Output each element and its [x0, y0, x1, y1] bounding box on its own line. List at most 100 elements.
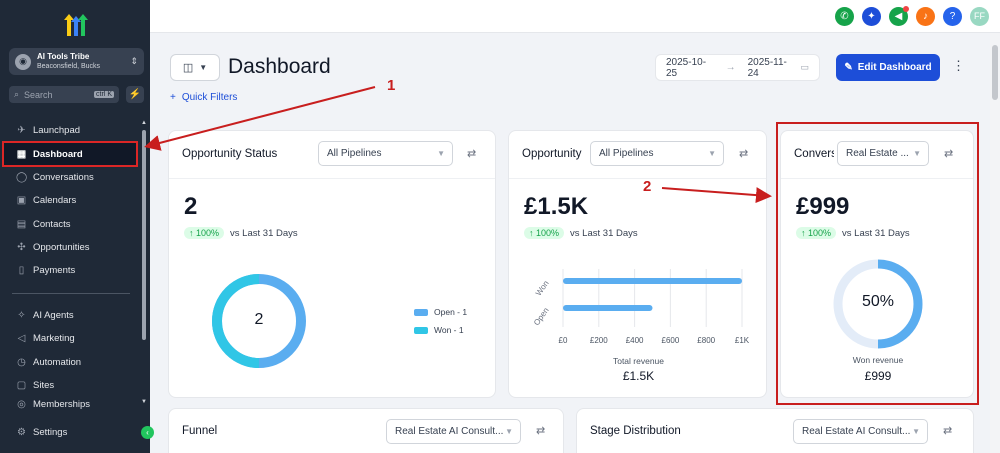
- edit-dashboard-button[interactable]: ✎ Edit Dashboard: [836, 54, 940, 81]
- account-name: AI Tools Tribe: [37, 51, 90, 61]
- phone-icon[interactable]: ✆: [835, 7, 854, 26]
- pencil-icon: ✎: [844, 62, 853, 73]
- x-tick-label: £400: [626, 336, 644, 345]
- legend-label: Open - 1: [434, 307, 468, 317]
- pipeline-select[interactable]: Real Estate ... ▼: [837, 141, 929, 166]
- donut-center-value: 2: [254, 311, 264, 328]
- annotation-number-2: 2: [643, 178, 652, 195]
- filter-icon[interactable]: ⇄: [536, 425, 546, 437]
- sidebar-item-ai-agents[interactable]: ✧ AI Agents: [0, 304, 140, 326]
- notification-dot: [903, 6, 909, 12]
- magic-wand-icon[interactable]: ✦: [862, 7, 881, 26]
- help-icon[interactable]: ?: [943, 7, 962, 26]
- delta-badge: ↑ 100%: [184, 227, 225, 239]
- more-options-icon[interactable]: ⋮: [952, 58, 965, 73]
- filter-icon[interactable]: ⇄: [944, 148, 954, 160]
- sidebar-item-calendars[interactable]: ▣ Calendars: [0, 189, 140, 211]
- date-end[interactable]: 2025-11-24: [747, 56, 787, 79]
- sidebar-item-label: Conversations: [33, 171, 94, 183]
- sidebar-scroll-down-icon[interactable]: ▼: [141, 399, 147, 405]
- conversion-card: Conversion Real Estate ... ▼ ⇄ £999 ↑ 100…: [780, 130, 974, 398]
- sidebar-item-dashboard[interactable]: ▦ Dashboard: [2, 141, 138, 167]
- select-value: All Pipelines: [599, 148, 654, 159]
- total-revenue-label: Total revenue: [612, 356, 665, 366]
- pipeline-select[interactable]: Real Estate AI Consult... ▼: [386, 419, 521, 444]
- sidebar-item-label: Calendars: [33, 194, 77, 206]
- sidebar: ◉ AI Tools Tribe Beaconsfield, Bucks ⇕ ⌕…: [0, 0, 154, 453]
- chevron-down-icon: ▼: [912, 427, 920, 436]
- pipeline-select[interactable]: All Pipelines ▼: [590, 141, 724, 166]
- layout-toggle-button[interactable]: ◫ ▼: [170, 54, 220, 81]
- card-header: [781, 131, 973, 179]
- x-tick-label: £1K: [735, 336, 750, 345]
- won-revenue-label: Won revenue: [852, 355, 904, 365]
- y-category-label: Won: [534, 279, 551, 298]
- delta-compare: vs Last 31 Days: [230, 227, 298, 239]
- metric-value: £999: [796, 193, 850, 220]
- date-range-picker[interactable]: 2025-10-25 → 2025-11-24 ▭: [655, 54, 820, 81]
- sidebar-item-memberships[interactable]: ◎ Memberships: [0, 399, 140, 409]
- sidebar-item-automation[interactable]: ◷ Automation: [0, 351, 140, 373]
- date-start[interactable]: 2025-10-25: [666, 56, 707, 79]
- search-input[interactable]: ⌕ Search ctrl K: [9, 86, 119, 103]
- user-avatar[interactable]: FF: [970, 7, 989, 26]
- gauge-fill[interactable]: [877, 259, 923, 349]
- sidebar-scrollbar[interactable]: [142, 130, 146, 340]
- card-title: Opportunity: [522, 148, 582, 160]
- total-revenue-value: £1.5K: [622, 369, 655, 383]
- stage-distribution-card: Stage Distribution Real Estate AI Consul…: [576, 408, 974, 453]
- bell-icon[interactable]: ♪: [916, 7, 935, 26]
- pipeline-select[interactable]: All Pipelines ▼: [318, 141, 453, 166]
- plus-icon: +: [170, 92, 176, 103]
- opportunity-card: Opportunity All Pipelines ▼ ⇄ £1.5K ↑ 100…: [508, 130, 767, 398]
- sidebar-scroll-up-icon[interactable]: ▲: [141, 120, 147, 126]
- sidebar-item-launchpad[interactable]: ✈ Launchpad: [0, 119, 140, 141]
- sidebar-item-label: Contacts: [33, 218, 71, 230]
- sidebar-item-contacts[interactable]: ▤ Contacts: [0, 213, 140, 235]
- won-revenue-value: £999: [864, 369, 892, 383]
- delta-compare: vs Last 31 Days: [570, 227, 638, 239]
- card-title: Opportunity Status: [182, 148, 278, 160]
- legend-item-won[interactable]: Won - 1: [414, 325, 464, 335]
- status-donut-chart: [212, 274, 306, 368]
- legend-item-open[interactable]: Open - 1: [414, 307, 467, 317]
- megaphone-icon: ◁: [17, 332, 26, 344]
- opportunity-status-card: Opportunity Status All Pipelines ▼ ⇄ 2 ↑ …: [168, 130, 496, 398]
- bar-open[interactable]: [563, 305, 653, 311]
- app-logo-icon[interactable]: [62, 12, 90, 38]
- filter-icon[interactable]: ⇄: [467, 148, 477, 160]
- quick-filters-link[interactable]: + Quick Filters: [170, 92, 237, 103]
- automation-icon: ◷: [17, 356, 26, 368]
- announcement-icon[interactable]: ◀: [889, 7, 908, 26]
- pipeline-select[interactable]: Real Estate AI Consult... ▼: [793, 419, 928, 444]
- sidebar-item-label: Sites: [33, 379, 55, 391]
- x-tick-label: £600: [662, 336, 680, 345]
- delta-badge: ↑ 100%: [524, 227, 565, 239]
- filter-icon[interactable]: ⇄: [739, 148, 749, 160]
- filter-icon[interactable]: ⇄: [943, 425, 953, 437]
- sidebar-item-settings[interactable]: ⚙ Settings: [0, 421, 140, 443]
- sidebar-item-opportunities[interactable]: ✣ Opportunities: [0, 236, 140, 258]
- account-switcher[interactable]: ◉ AI Tools Tribe Beaconsfield, Bucks ⇕: [9, 48, 144, 75]
- sidebar-item-label: Settings: [33, 426, 68, 438]
- sidebar-item-marketing[interactable]: ◁ Marketing: [0, 327, 140, 349]
- search-shortcut: ctrl K: [94, 91, 114, 98]
- metric-delta: ↑ 100% vs Last 31 Days: [184, 227, 298, 239]
- sparkles-icon: ✧: [17, 309, 26, 321]
- grid-icon: ▦: [16, 148, 27, 160]
- bar-won[interactable]: [563, 278, 742, 284]
- legend-label: Won - 1: [434, 325, 464, 335]
- x-tick-label: £0: [559, 336, 568, 345]
- funnel-card: Funnel Real Estate AI Consult... ▼ ⇄: [168, 408, 564, 453]
- quick-action-bolt-icon[interactable]: ⚡: [126, 86, 144, 103]
- sidebar-item-sites[interactable]: ▢ Sites: [0, 374, 140, 396]
- donut-segment-won[interactable]: [212, 274, 260, 368]
- collapse-sidebar-icon[interactable]: ‹: [141, 426, 154, 439]
- revenue-bar-chart: £0 £200 £400 £600 £800 £1K Won Open: [532, 269, 750, 345]
- chevron-down-icon: ▼: [708, 149, 716, 158]
- sidebar-item-label: Memberships: [33, 399, 91, 409]
- page-scrollbar[interactable]: [990, 33, 1000, 453]
- x-tick-label: £800: [697, 336, 715, 345]
- sidebar-item-payments[interactable]: ▯ Payments: [0, 259, 140, 281]
- sidebar-item-conversations[interactable]: ◯ Conversations: [0, 166, 140, 188]
